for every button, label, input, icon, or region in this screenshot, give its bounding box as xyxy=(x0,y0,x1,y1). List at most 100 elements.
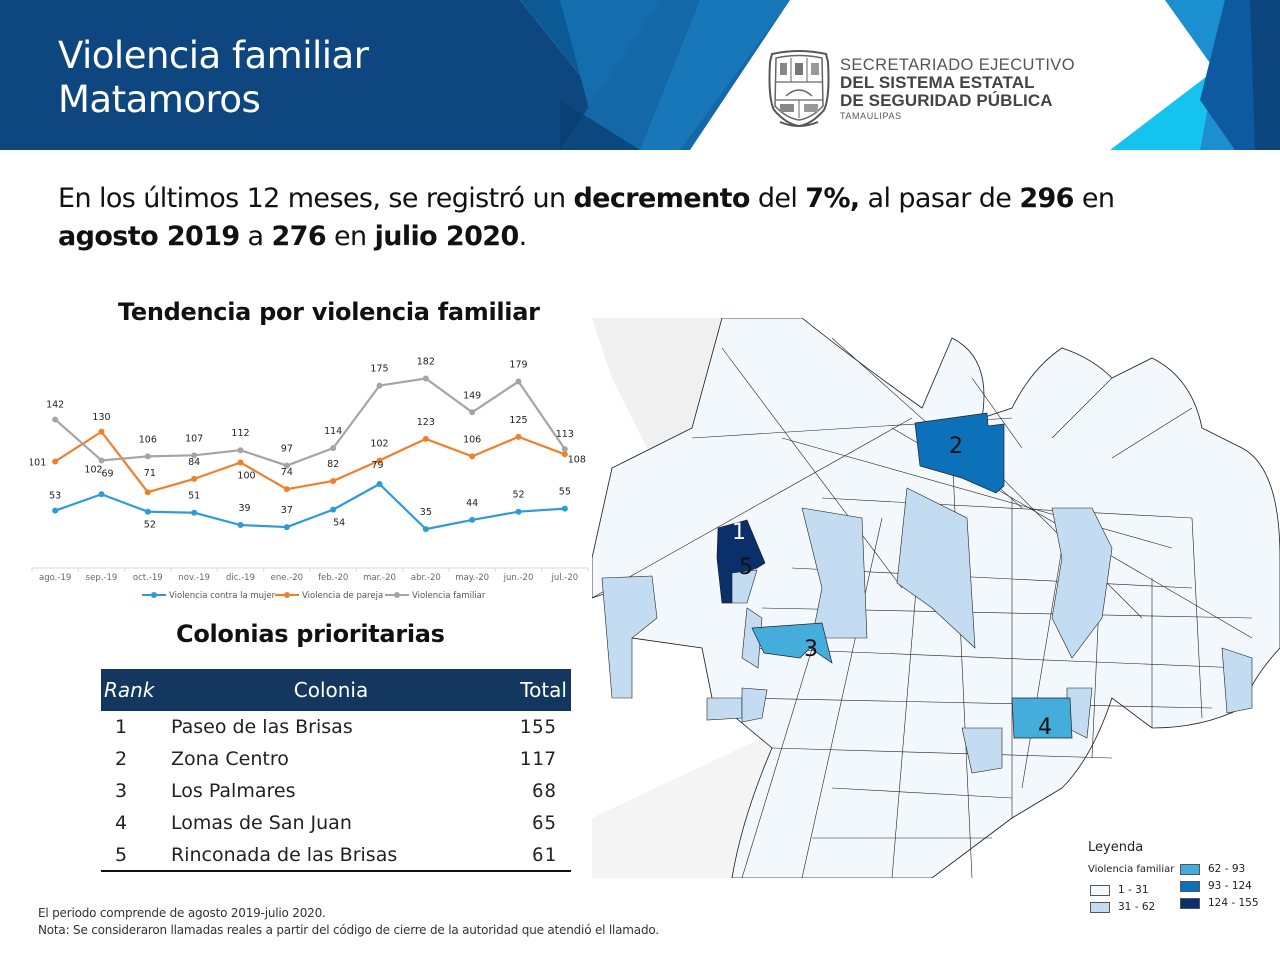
data-label: 79 xyxy=(371,460,383,471)
x-tick-label: jun.-20 xyxy=(503,573,534,583)
class-62-93-area-3 xyxy=(751,622,833,664)
class-62-93-area-4 xyxy=(1011,697,1073,739)
summary-start-period: agosto 2019 xyxy=(58,221,240,252)
cell-colonia: Los Palmares xyxy=(171,780,296,802)
data-label: 97 xyxy=(281,444,293,455)
x-tick-label: sep.-19 xyxy=(86,573,118,583)
map-canvas: 1 2 3 4 5 xyxy=(592,318,1280,878)
data-point xyxy=(52,458,59,465)
legend-marker xyxy=(394,592,400,598)
x-tick-label: dic.-19 xyxy=(226,573,255,583)
data-label: 84 xyxy=(188,457,200,468)
cell-total: 61 xyxy=(491,839,571,872)
legend-item: 93 - 124 xyxy=(1180,880,1252,892)
summary-start-value: 296 xyxy=(1019,183,1074,214)
cell-colonia: Zona Centro xyxy=(171,748,289,770)
data-point xyxy=(52,507,59,514)
x-tick-label: jul.-20 xyxy=(550,573,578,583)
data-point xyxy=(144,508,151,515)
footnote-period: El periodo comprende de agosto 2019-juli… xyxy=(38,906,326,920)
data-point xyxy=(469,516,476,523)
data-label: 108 xyxy=(568,454,586,465)
title-topic: Violencia familiar xyxy=(58,34,369,77)
data-point xyxy=(52,416,59,423)
legend-title: Leyenda xyxy=(1088,840,1144,855)
map-label-rank-1: 1 xyxy=(732,520,746,545)
cell-rank: 5 xyxy=(101,839,171,872)
agency-name-line3: DE SEGURIDAD PÚBLICA xyxy=(840,91,1053,110)
agency-state: TAMAULIPAS xyxy=(840,111,902,121)
data-point xyxy=(191,452,198,459)
data-label: 113 xyxy=(556,429,574,440)
map-label-rank-4: 4 xyxy=(1038,715,1052,740)
data-label: 179 xyxy=(509,360,527,371)
cell-total: 68 xyxy=(532,780,557,802)
summary-text: en xyxy=(326,221,375,252)
data-label: 82 xyxy=(327,459,339,470)
data-label: 130 xyxy=(92,412,110,423)
cell-rank: 1 xyxy=(115,716,128,738)
data-label: 39 xyxy=(238,503,250,514)
data-point xyxy=(191,509,198,516)
legend-swatch xyxy=(1180,863,1200,875)
banner-background xyxy=(0,0,1280,150)
data-label: 53 xyxy=(49,491,61,502)
data-label: 149 xyxy=(463,390,481,401)
chart-title: Tendencia por violencia familiar xyxy=(118,298,540,326)
table-row: 4 Lomas de San Juan 65 xyxy=(101,807,571,839)
cell-colonia: Lomas de San Juan xyxy=(171,812,352,834)
cell-colonia: Paseo de las Brisas xyxy=(171,716,353,738)
table-row: 5 Rinconada de las Brisas 61 xyxy=(101,839,571,872)
data-label: 182 xyxy=(417,356,435,367)
x-tick-label: abr.-20 xyxy=(411,573,441,583)
legend-range: 1 - 31 xyxy=(1118,884,1149,896)
summary-statement: En los últimos 12 meses, se registró un … xyxy=(58,180,1248,256)
legend-subtitle: Violencia familiar xyxy=(1088,864,1175,875)
class-31-62-area-5 xyxy=(731,569,758,604)
map-label-rank-2: 2 xyxy=(949,434,963,459)
cell-rank: 3 xyxy=(115,780,128,802)
data-point xyxy=(144,489,151,496)
data-point xyxy=(376,457,383,464)
legend-marker xyxy=(151,592,157,598)
data-point xyxy=(376,382,383,389)
summary-trend: decremento xyxy=(573,183,750,214)
page-title: Violencia familiar Matamoros xyxy=(58,34,369,122)
footnote: El periodo comprende de agosto 2019-juli… xyxy=(38,905,659,939)
data-point xyxy=(515,508,522,515)
series-line xyxy=(54,482,565,531)
data-label: 112 xyxy=(231,428,249,439)
data-label: 52 xyxy=(144,520,156,531)
summary-text: del xyxy=(749,183,806,214)
table-title: Colonias prioritarias xyxy=(176,620,445,648)
data-point xyxy=(561,505,568,512)
data-point xyxy=(237,447,244,454)
cell-colonia: Rinconada de las Brisas xyxy=(171,839,491,872)
cell-total: 65 xyxy=(532,812,557,834)
summary-text: en xyxy=(1073,183,1115,214)
data-label: 69 xyxy=(101,468,113,479)
legend-item: 31 - 62 xyxy=(1090,901,1155,913)
data-point xyxy=(191,475,198,482)
data-label: 175 xyxy=(370,364,388,375)
agency-name: SECRETARIADO EJECUTIVO DEL SISTEMA ESTAT… xyxy=(840,56,1075,122)
data-point xyxy=(515,433,522,440)
table-row: 2 Zona Centro 117 xyxy=(101,743,571,775)
footnote-note: Nota: Se consideraron llamadas reales a … xyxy=(38,923,659,937)
data-point xyxy=(237,459,244,466)
agency-logo: SECRETARIADO EJECUTIVO DEL SISTEMA ESTAT… xyxy=(766,48,1096,130)
data-point xyxy=(469,409,476,416)
data-label: 54 xyxy=(333,518,345,529)
data-point xyxy=(144,453,151,460)
data-point xyxy=(330,506,337,513)
data-label: 100 xyxy=(237,471,255,482)
map-legend: Leyenda Violencia familiar 1 - 31 31 - 6… xyxy=(1086,840,1280,920)
legend-marker xyxy=(284,592,290,598)
cell-total: 117 xyxy=(519,748,557,770)
data-label: 35 xyxy=(420,507,432,518)
map-label-rank-5: 5 xyxy=(739,555,753,580)
data-point xyxy=(422,526,429,533)
column-header-rank: Rank xyxy=(104,678,155,702)
legend-range: 93 - 124 xyxy=(1208,880,1252,892)
data-label: 102 xyxy=(370,438,388,449)
